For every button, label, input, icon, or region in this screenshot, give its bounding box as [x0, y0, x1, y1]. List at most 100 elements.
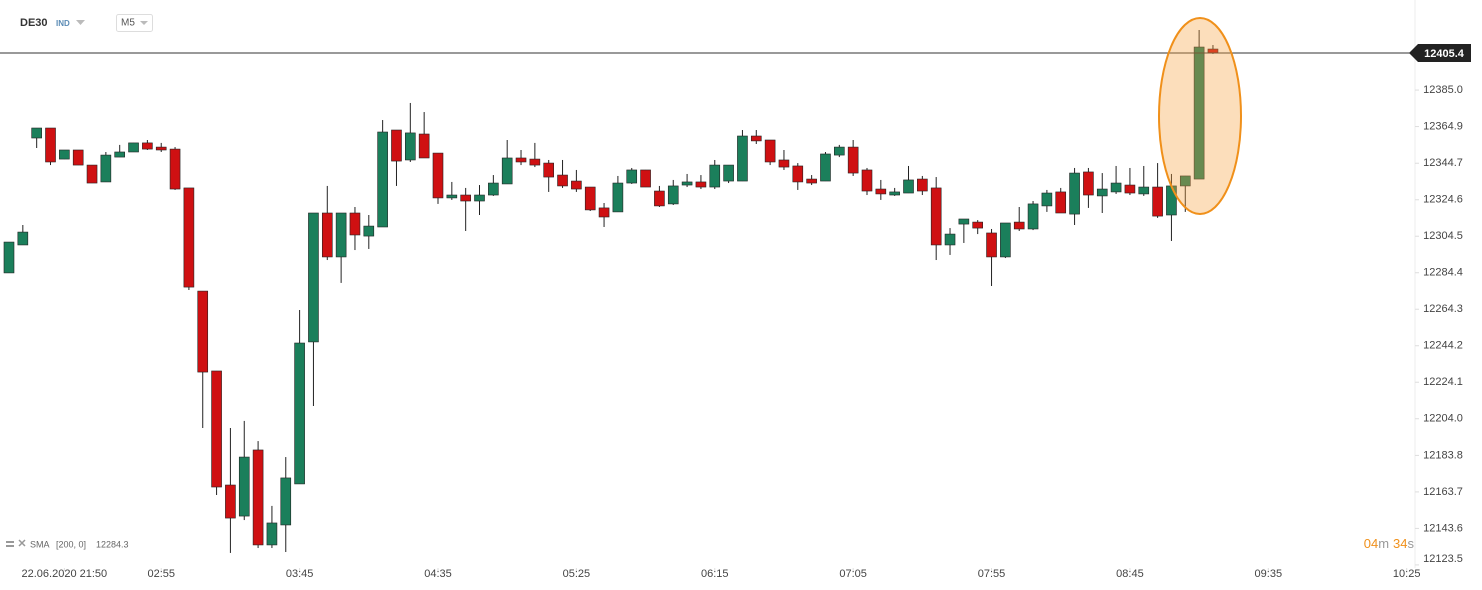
x-tick-label: 06:15: [701, 568, 729, 580]
timeframe-box[interactable]: [116, 14, 153, 32]
candle-body: [1083, 171, 1094, 196]
countdown-unit: s: [1408, 536, 1415, 551]
candle-body: [612, 182, 624, 213]
y-tick-label: 12364.9: [1423, 120, 1463, 132]
y-tick-label: 12264.3: [1423, 303, 1463, 315]
candle-body: [723, 164, 734, 182]
x-tick-label: 03:45: [286, 568, 314, 580]
candle-body: [31, 127, 42, 139]
y-tick-label: 12344.7: [1423, 157, 1463, 169]
candle-body: [1000, 222, 1011, 258]
countdown-unit: m: [1378, 536, 1389, 551]
candle-body: [266, 522, 278, 546]
indicator-close[interactable]: [18, 539, 26, 547]
candle-body: [667, 185, 679, 205]
candle-body: [847, 146, 859, 174]
candle-body: [405, 132, 416, 161]
candle-body: [252, 449, 264, 546]
dropdown-arrow[interactable]: [76, 20, 85, 25]
candle-body: [100, 154, 112, 183]
x-tick-label: 10:25: [1393, 568, 1421, 580]
candle-body: [1179, 175, 1191, 187]
candle-body: [211, 370, 222, 488]
candle-body: [903, 179, 914, 194]
candle-body: [709, 164, 721, 188]
candle-body: [460, 194, 471, 202]
candle-body: [128, 142, 139, 153]
candle-body: [626, 169, 638, 184]
symbol-type: IND: [56, 19, 70, 28]
candle-body: [142, 142, 153, 150]
candle-body: [584, 186, 596, 211]
x-tick-label: 09:35: [1255, 568, 1283, 580]
candle-body: [1013, 221, 1025, 230]
candle-body: [391, 129, 402, 162]
candle-body: [806, 178, 817, 184]
x-tick-label: 22.06.2020 21:50: [22, 568, 108, 580]
x-tick-label: 02:55: [147, 568, 175, 580]
candle-body: [418, 133, 430, 159]
symbol[interactable]: DE30: [20, 17, 48, 29]
candles: [0, 29, 1419, 571]
timeframe-arrow[interactable]: [140, 21, 148, 25]
indicator-icon[interactable]: [6, 541, 14, 543]
candle-body: [1041, 192, 1053, 207]
x-tick-label: 08:45: [1116, 568, 1144, 580]
candle-body: [944, 233, 956, 246]
x-tick-label: 07:05: [839, 568, 867, 580]
candle-body: [474, 194, 485, 202]
candle-body: [1138, 186, 1150, 195]
candle-body: [59, 149, 70, 160]
candle-body: [1193, 46, 1205, 180]
indicator-params: [200, 0]: [56, 539, 86, 549]
y-tick-label: 12244.2: [1423, 340, 1463, 352]
candle-body: [875, 188, 887, 195]
indicator-name: SMA: [30, 539, 50, 549]
candle-body: [432, 152, 444, 199]
candle-body: [308, 212, 319, 343]
candle-body: [1055, 191, 1067, 214]
candle-body: [598, 207, 610, 218]
y-tick-label: 12385.0: [1423, 84, 1463, 96]
candle-body: [183, 187, 195, 288]
candle-body: [681, 181, 693, 186]
candle-body: [377, 131, 388, 228]
countdown-minutes: 04: [1364, 536, 1378, 551]
candle-body: [972, 221, 983, 229]
y-tick-label: 12143.6: [1423, 522, 1463, 534]
indicator-icon[interactable]: [6, 545, 14, 547]
candle-body: [557, 174, 568, 187]
candle-body: [1124, 184, 1136, 194]
candle-body: [225, 484, 236, 519]
candle-body: [930, 187, 942, 246]
candle-body: [72, 149, 84, 166]
candle-body: [640, 169, 651, 188]
candle-body: [834, 146, 845, 156]
y-tick-label: 12224.1: [1423, 376, 1463, 388]
y-tick-label: 12183.8: [1423, 449, 1463, 461]
candle-body: [792, 165, 804, 183]
candle-body: [654, 190, 665, 207]
y-tick-label: 12123.5: [1423, 553, 1463, 565]
y-tick-label: 12163.7: [1423, 486, 1463, 498]
candle-body: [114, 151, 126, 158]
candle-body: [294, 342, 305, 485]
candle-body: [1096, 188, 1108, 197]
candle-body: [169, 148, 181, 190]
candle-body: [543, 162, 555, 178]
y-tick-label: 12284.4: [1423, 267, 1463, 279]
highlight-ellipse: [1158, 17, 1242, 215]
candle-body: [695, 181, 707, 188]
x-tick-label: 07:55: [978, 568, 1006, 580]
y-tick-label: 12304.5: [1423, 230, 1463, 242]
timeframe[interactable]: M5: [121, 18, 135, 29]
x-tick-label: 05:25: [563, 568, 591, 580]
indicator-value: 12284.3: [96, 539, 129, 549]
candle-body: [45, 127, 56, 163]
candle-body: [764, 139, 776, 163]
indicator-legend: SMA [200, 0] 12284.3: [6, 539, 129, 549]
y-tick-label: 12324.6: [1423, 194, 1463, 206]
candle-body: [86, 164, 98, 184]
last-price-label: 12405.4: [1424, 48, 1465, 60]
